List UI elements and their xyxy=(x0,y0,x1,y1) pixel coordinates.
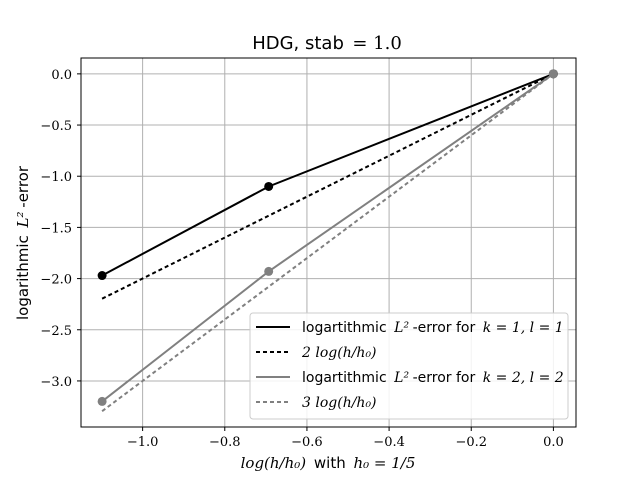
y-tick-label: −0.5 xyxy=(40,119,72,134)
chart-title-text: HDG, stab xyxy=(252,33,344,54)
y-axis-label-suffix: -error xyxy=(14,165,32,208)
x-axis-label: log(h/h₀) with h₀ = 1/5 xyxy=(241,454,416,472)
x-axis-label-math: log(h/h₀) xyxy=(241,454,307,472)
legend-label-series-4: 3 log(h/h₀) xyxy=(302,395,377,411)
series-1-point xyxy=(98,271,107,280)
series-3-point xyxy=(549,69,558,78)
y-tick-label: −2.0 xyxy=(40,273,72,288)
y-tick-label: −1.5 xyxy=(40,221,72,236)
x-axis-label-text: with xyxy=(314,454,346,472)
y-axis-label-math: L² xyxy=(14,211,32,228)
x-tick-label: 0.0 xyxy=(543,435,564,450)
x-axis-label-math2: h₀ = 1/5 xyxy=(353,454,415,472)
x-tick-label: −0.4 xyxy=(373,435,405,450)
y-tick-label: −1.0 xyxy=(40,170,72,185)
x-tick-label: −0.6 xyxy=(291,435,323,450)
series-1-point xyxy=(264,182,273,191)
x-tick-label: −0.2 xyxy=(455,435,487,450)
chart-title-math: = 1.0 xyxy=(352,33,401,54)
y-tick-label: 0.0 xyxy=(51,68,72,83)
series-3-point xyxy=(98,397,107,406)
y-axis-label: logarithmic L² -error xyxy=(14,165,32,320)
series-line-2 xyxy=(102,74,553,299)
series-line-1 xyxy=(102,74,553,276)
series-3-point xyxy=(264,267,273,276)
x-tick-label: −0.8 xyxy=(209,435,241,450)
legend-label-series-3: logartithmic L² -error for k = 2, l = 2 xyxy=(302,370,564,386)
y-tick-label: −3.0 xyxy=(40,375,72,390)
x-tick-label: −1.0 xyxy=(127,435,159,450)
y-axis-label-text: logarithmic xyxy=(14,235,32,320)
legend: logartithmic L² -error for k = 1, l = 1 … xyxy=(250,313,568,419)
chart-title: HDG, stab = 1.0 xyxy=(252,33,402,54)
legend-label-series-1: logartithmic L² -error for k = 1, l = 1 xyxy=(302,320,564,336)
y-tick-label: −2.5 xyxy=(40,324,72,339)
legend-label-series-2: 2 log(h/h₀) xyxy=(301,345,377,361)
